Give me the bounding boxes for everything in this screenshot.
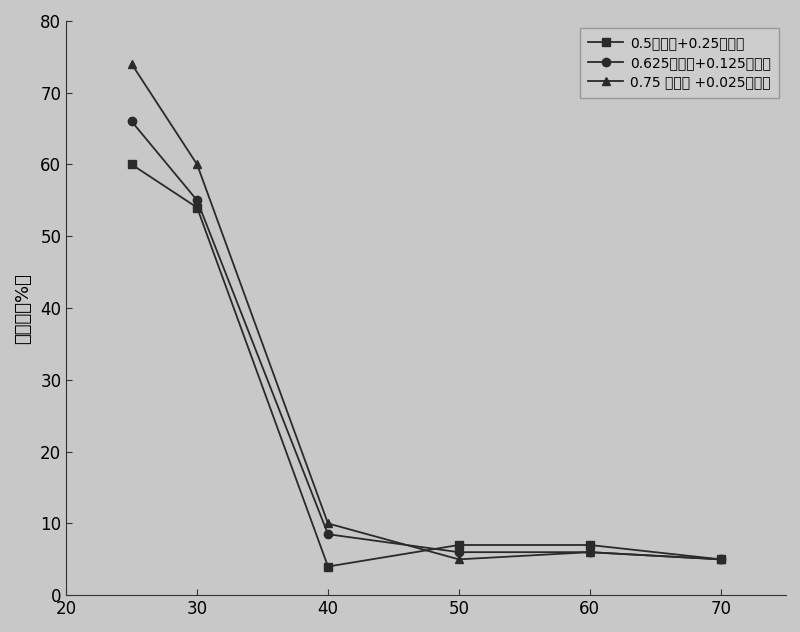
Legend: 0.5量子点+0.25罗丹明, 0.625量子点+0.125罗丹明, 0.75 量子点 +0.025罗丹明: 0.5量子点+0.25罗丹明, 0.625量子点+0.125罗丹明, 0.75 …	[580, 28, 779, 97]
Y-axis label: 溶胀比（%）: 溶胀比（%）	[14, 272, 32, 344]
